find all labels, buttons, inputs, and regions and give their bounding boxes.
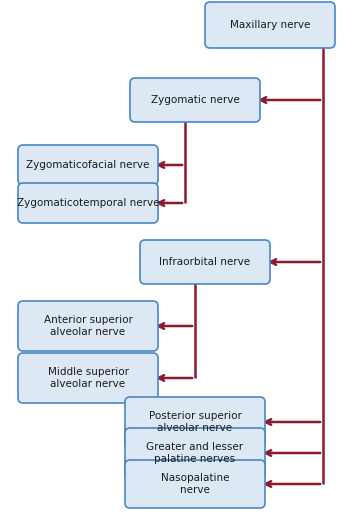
FancyBboxPatch shape	[125, 428, 265, 478]
Text: Zygomatic nerve: Zygomatic nerve	[150, 95, 239, 105]
Text: Middle superior
alveolar nerve: Middle superior alveolar nerve	[47, 367, 129, 389]
Text: Posterior superior
alveolar nerve: Posterior superior alveolar nerve	[149, 411, 241, 433]
FancyBboxPatch shape	[205, 2, 335, 48]
FancyBboxPatch shape	[125, 397, 265, 447]
Text: Greater and lesser
palatine nerves: Greater and lesser palatine nerves	[147, 442, 244, 464]
FancyBboxPatch shape	[125, 460, 265, 508]
Text: Infraorbital nerve: Infraorbital nerve	[159, 257, 251, 267]
Text: Maxillary nerve: Maxillary nerve	[230, 20, 310, 30]
FancyBboxPatch shape	[140, 240, 270, 284]
FancyBboxPatch shape	[18, 353, 158, 403]
FancyBboxPatch shape	[18, 183, 158, 223]
Text: Anterior superior
alveolar nerve: Anterior superior alveolar nerve	[44, 315, 132, 337]
FancyBboxPatch shape	[18, 301, 158, 351]
Text: Zygomaticotemporal nerve: Zygomaticotemporal nerve	[17, 198, 159, 208]
FancyBboxPatch shape	[130, 78, 260, 122]
Text: Zygomaticofacial nerve: Zygomaticofacial nerve	[26, 160, 150, 170]
FancyBboxPatch shape	[18, 145, 158, 185]
Text: Nasopalatine
nerve: Nasopalatine nerve	[161, 473, 229, 495]
